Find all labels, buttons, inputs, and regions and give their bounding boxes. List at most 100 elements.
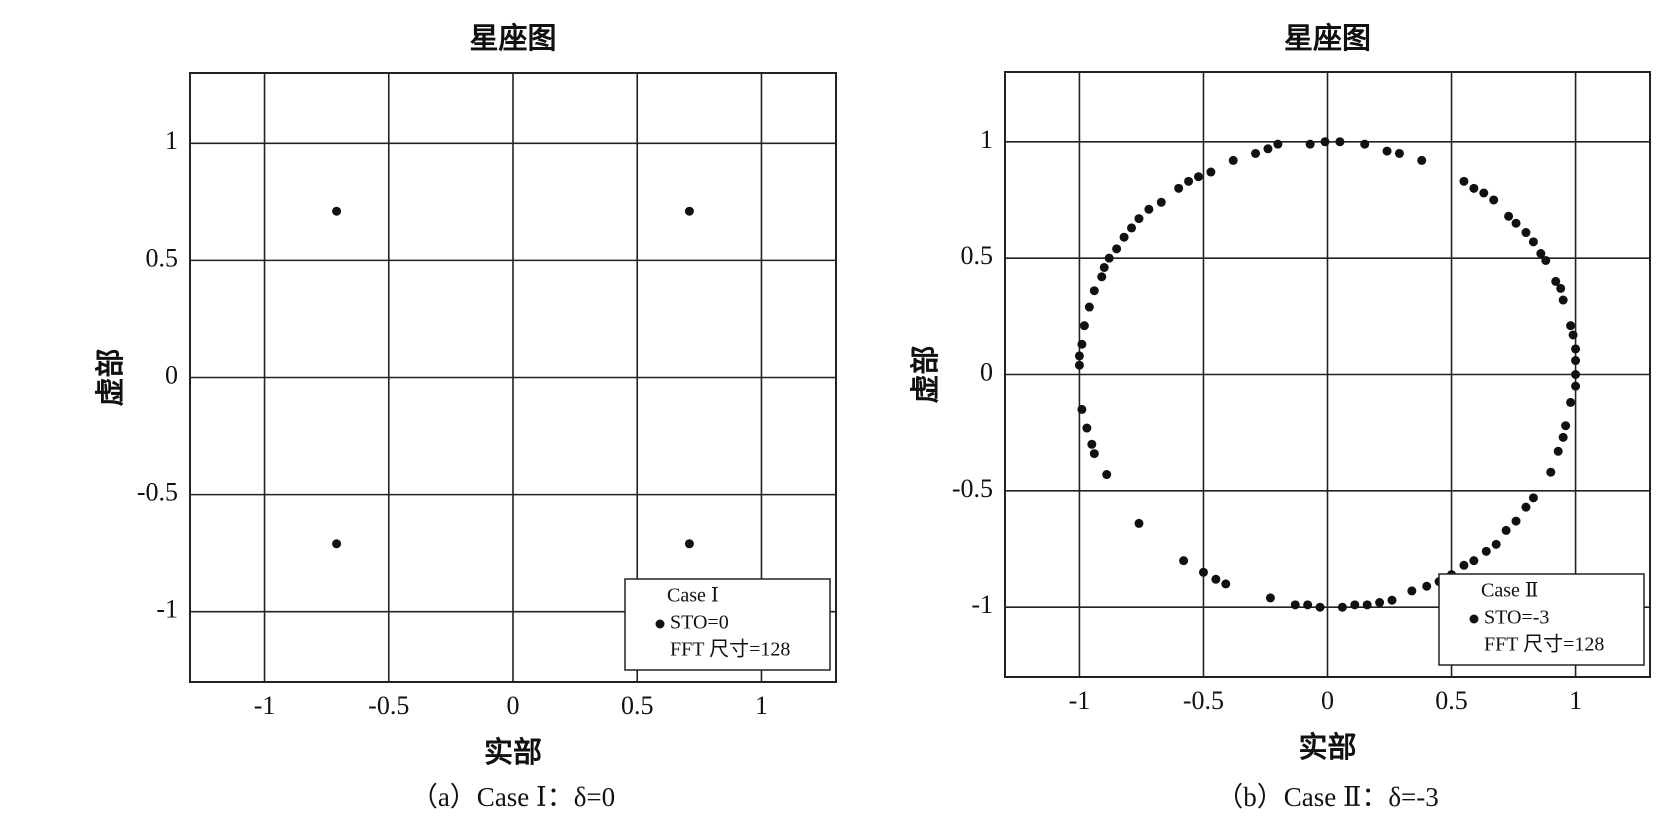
x-tick-label: 0 <box>507 691 520 720</box>
point <box>1558 432 1568 442</box>
point <box>1265 593 1275 603</box>
point <box>1251 148 1261 158</box>
point <box>1469 556 1479 566</box>
point <box>1553 446 1563 456</box>
point <box>1521 228 1531 238</box>
point <box>1303 600 1313 610</box>
point <box>332 539 342 549</box>
point <box>1127 223 1137 233</box>
legend-entry: STO=0 <box>670 612 729 634</box>
point <box>1074 360 1084 370</box>
point <box>1501 525 1511 535</box>
legend-marker <box>1469 614 1479 624</box>
point <box>1571 344 1581 354</box>
point <box>1206 167 1216 177</box>
x-tick-label: -0.5 <box>368 691 409 720</box>
point <box>1350 600 1360 610</box>
caption: （a）Case Ⅰ：δ=0 <box>411 782 615 812</box>
legend-entry: STO=-3 <box>1484 607 1549 629</box>
point <box>1320 137 1330 147</box>
caption: （b）Case Ⅱ：δ=-3 <box>1216 782 1439 812</box>
point <box>1273 139 1283 149</box>
x-tick-label: 1 <box>1569 686 1582 715</box>
x-axis-label: 实部 <box>484 735 542 769</box>
point <box>1491 539 1501 549</box>
point <box>1079 321 1089 331</box>
y-axis-label: 虚部 <box>93 348 127 406</box>
point <box>1087 439 1097 449</box>
point <box>1489 195 1499 205</box>
point <box>1337 602 1347 612</box>
x-tick-label: -0.5 <box>1183 686 1224 715</box>
point <box>1194 172 1203 182</box>
point <box>1558 295 1568 305</box>
x-tick-label: 0 <box>1321 686 1334 715</box>
x-tick-label: 0.5 <box>1435 686 1468 715</box>
point <box>1375 598 1385 608</box>
point <box>1459 176 1469 186</box>
point <box>1112 244 1122 254</box>
point <box>1571 370 1581 379</box>
y-tick-label: 1 <box>980 125 993 154</box>
legend-marker <box>655 619 665 629</box>
legend-note: FFT 尺寸=128 <box>670 638 790 661</box>
point <box>1184 176 1194 186</box>
point <box>1099 262 1109 272</box>
point <box>1074 351 1084 361</box>
y-tick-label: -0.5 <box>952 474 993 503</box>
point <box>1536 249 1546 258</box>
x-tick-label: -1 <box>254 691 276 720</box>
chart-title: 星座图 <box>469 21 556 55</box>
y-tick-label: 0 <box>165 360 178 389</box>
point <box>1211 574 1221 584</box>
point <box>1335 137 1345 147</box>
y-tick-label: -0.5 <box>137 478 178 507</box>
legend-title: Case Ⅰ <box>667 585 719 607</box>
point <box>1119 232 1129 242</box>
y-tick-label: 0 <box>980 357 993 386</box>
point <box>1077 339 1087 349</box>
point <box>1422 581 1432 591</box>
legend-box <box>1438 573 1645 666</box>
point <box>1290 600 1300 610</box>
point <box>1221 579 1231 589</box>
point <box>1568 330 1578 340</box>
point <box>1228 155 1238 165</box>
point <box>1084 302 1094 312</box>
point <box>1417 155 1427 165</box>
point <box>1263 144 1273 154</box>
point <box>1546 467 1556 477</box>
point <box>1479 188 1489 198</box>
point <box>1179 556 1189 566</box>
point <box>1305 139 1315 149</box>
point <box>1511 218 1521 228</box>
y-tick-label: 1 <box>165 126 178 155</box>
point <box>1156 197 1166 207</box>
point <box>1089 286 1099 296</box>
point <box>1382 146 1392 156</box>
point <box>1521 502 1531 512</box>
point <box>1528 493 1538 503</box>
point <box>684 206 694 216</box>
point <box>1528 237 1538 247</box>
point <box>1556 283 1566 293</box>
point <box>1571 381 1581 391</box>
y-tick-label: 0.5 <box>961 241 994 270</box>
point <box>1566 397 1576 407</box>
point <box>1315 602 1325 612</box>
point <box>1541 255 1551 265</box>
x-axis-label: 实部 <box>1298 730 1356 764</box>
point <box>1387 595 1397 605</box>
point <box>1134 518 1144 528</box>
x-tick-label: 1 <box>755 691 768 720</box>
point <box>1104 253 1114 263</box>
point <box>1362 600 1372 610</box>
point <box>1561 421 1571 431</box>
point <box>1394 148 1404 158</box>
y-tick-label: -1 <box>971 590 993 619</box>
point <box>1459 560 1469 570</box>
legend-note: FFT 尺寸=128 <box>1484 633 1604 656</box>
point <box>1198 567 1208 577</box>
point <box>1551 276 1561 286</box>
